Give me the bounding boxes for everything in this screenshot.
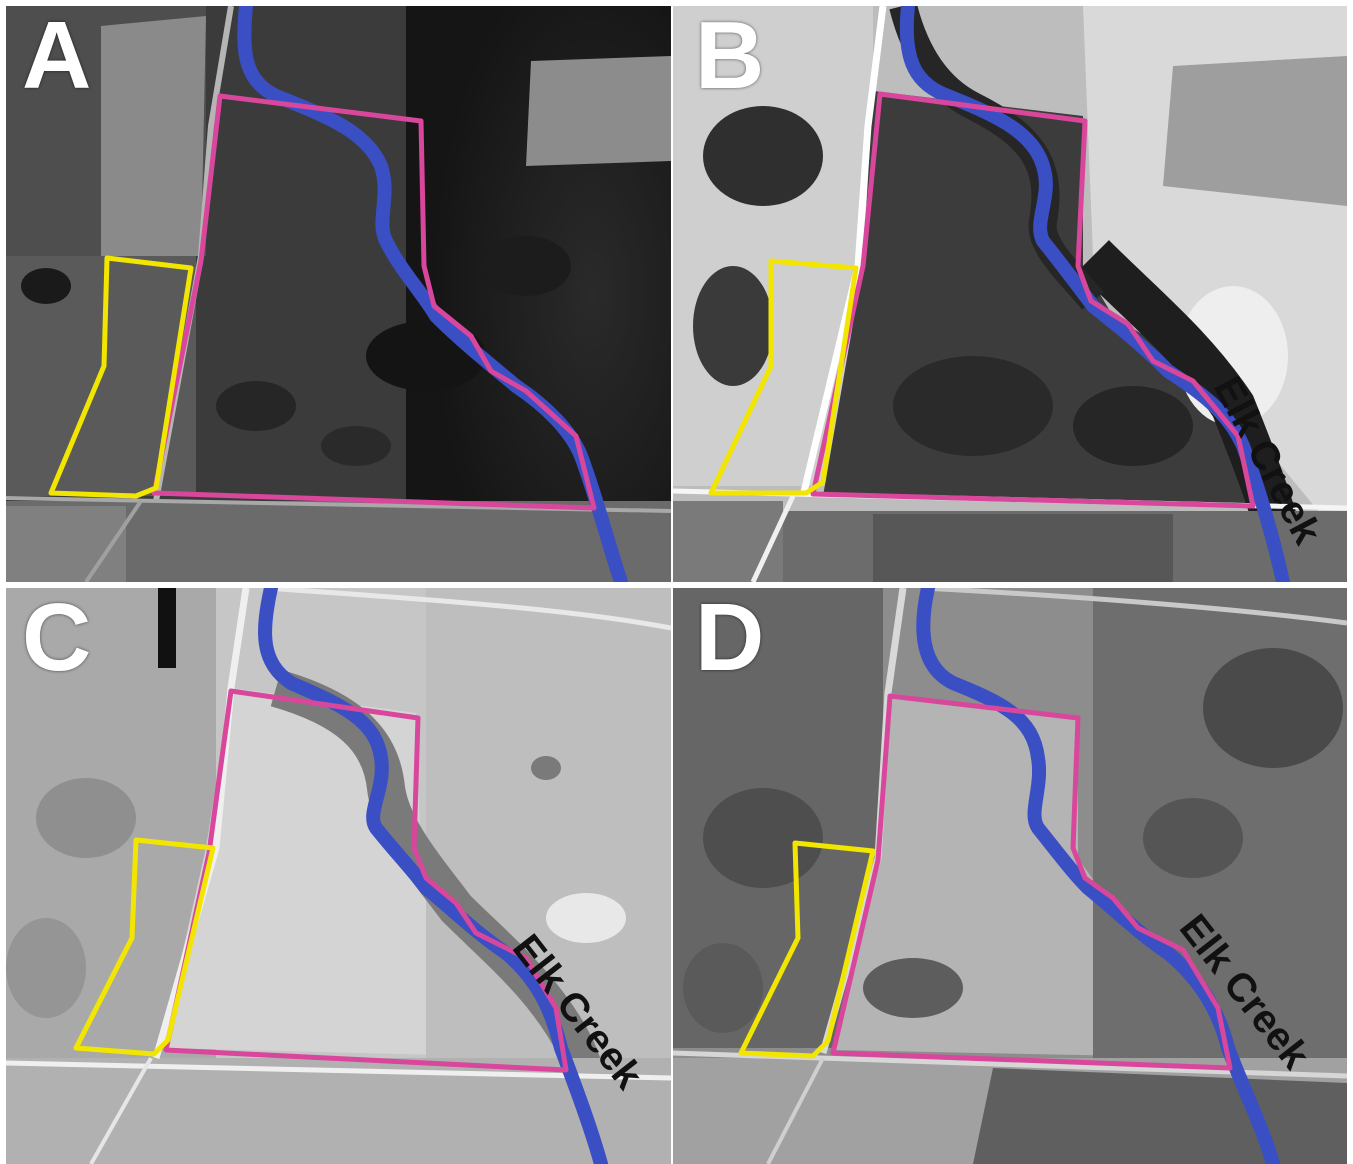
reference-boundary bbox=[738, 840, 876, 1059]
aerial-photo-c: Elk Creek bbox=[6, 588, 671, 1164]
aerial-photo-a bbox=[6, 6, 671, 582]
aerial-photo-d: Elk Creek bbox=[673, 588, 1347, 1164]
panel-a: A bbox=[6, 6, 671, 582]
panel-c: Elk Creek C bbox=[6, 588, 671, 1164]
reference-boundary bbox=[708, 258, 859, 496]
reference-boundary bbox=[48, 255, 194, 499]
panel-d: Elk Creek D bbox=[673, 588, 1347, 1164]
creek-line bbox=[899, 6, 1290, 582]
aerial-photo-b: Elk Creek bbox=[673, 6, 1347, 582]
reference-boundary bbox=[73, 837, 216, 1057]
panel-letter-c: C bbox=[22, 588, 92, 691]
panel-letter-b: B bbox=[695, 6, 765, 109]
site-boundary bbox=[830, 693, 1233, 1071]
panel-letter-d: D bbox=[695, 588, 765, 691]
panel-b: Elk Creek B bbox=[673, 6, 1347, 582]
site-boundary bbox=[810, 91, 1256, 509]
panel-letter-a: A bbox=[22, 6, 92, 109]
